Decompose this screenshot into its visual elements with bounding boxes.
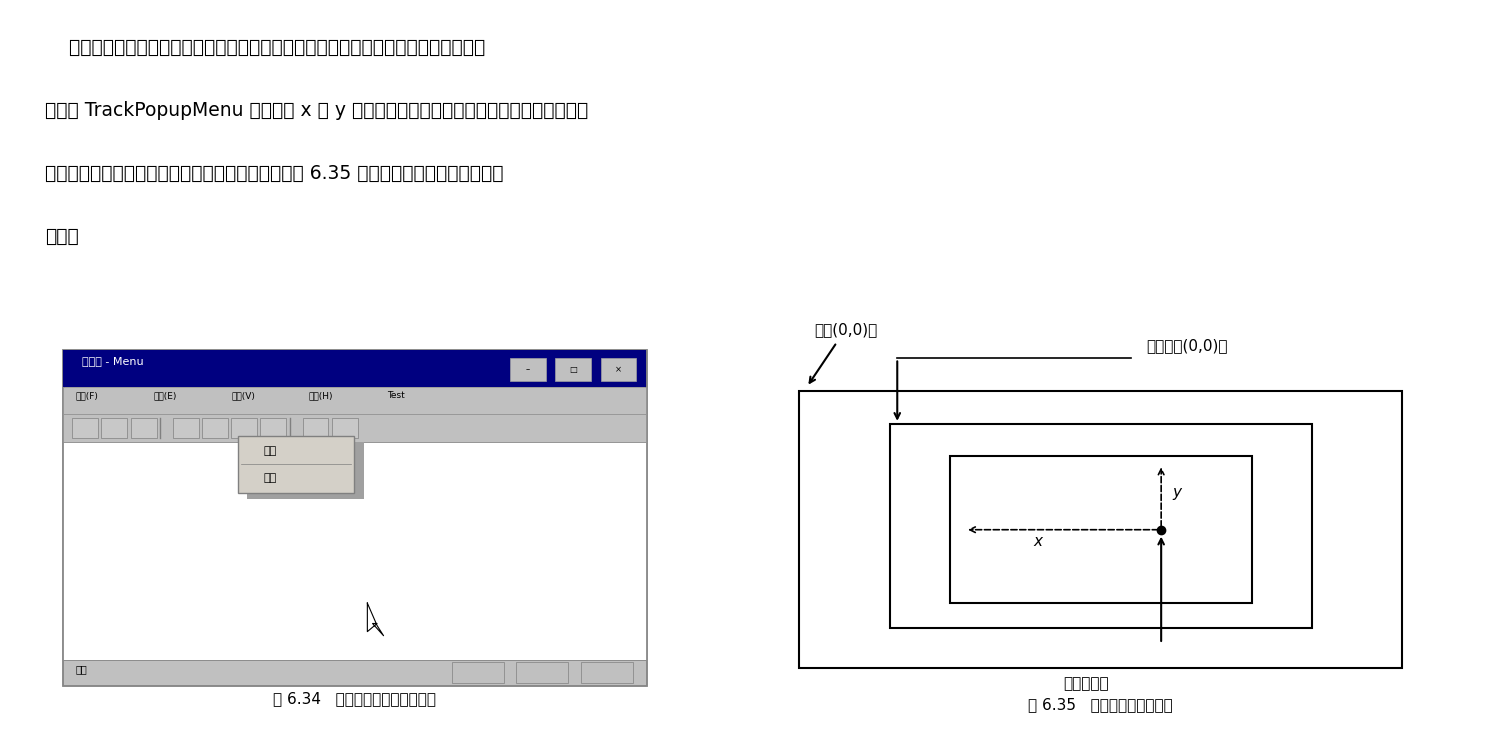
Text: 显示: 显示 [264, 446, 277, 456]
Bar [63, 350, 647, 387]
Bar [173, 418, 199, 438]
Text: ×: × [615, 365, 623, 374]
Bar [63, 414, 647, 442]
Bar [261, 418, 287, 438]
Text: 帮助(H): 帮助(H) [309, 391, 333, 400]
Bar [63, 350, 647, 685]
Text: 图 6.34   自定义的快捷菜单的显示: 图 6.34 自定义的快捷菜单的显示 [273, 691, 436, 706]
Text: 是因为 TrackPopupMenu 函数中的 x 和 y 参数都是屏幕坐标，而鼠标单击点处的坐标是窗: 是因为 TrackPopupMenu 函数中的 x 和 y 参数都是屏幕坐标，而… [45, 101, 588, 120]
Bar [247, 442, 363, 499]
Text: x: x [1033, 534, 1042, 549]
Text: 图 6.35   窗口坐标和屏幕坐标: 图 6.35 窗口坐标和屏幕坐标 [1028, 697, 1173, 712]
Text: –: – [526, 365, 529, 374]
Bar [799, 391, 1402, 668]
Text: 但是，这个快捷菜单显示的位置好像不太对，并不是在鼠标右键单击点处显示的。这: 但是，这个快捷菜单显示的位置好像不太对，并不是在鼠标右键单击点处显示的。这 [45, 38, 486, 57]
Bar [231, 418, 256, 438]
Bar [516, 662, 569, 683]
Bar [452, 662, 504, 683]
Bar [582, 662, 633, 683]
Text: 编辑(E): 编辑(E) [154, 391, 176, 400]
Text: Test: Test [388, 391, 404, 400]
Text: 就绪: 就绪 [75, 664, 87, 674]
Text: 程序窗口(0,0)点: 程序窗口(0,0)点 [1146, 338, 1228, 353]
Bar [332, 418, 357, 438]
Bar [890, 424, 1312, 627]
Bar [63, 660, 647, 685]
Bar [238, 436, 354, 493]
Text: 查看(V): 查看(V) [231, 391, 255, 400]
Bar [600, 359, 636, 381]
Text: 退出: 退出 [264, 473, 277, 482]
Bar [72, 418, 98, 438]
Bar [63, 387, 647, 414]
Text: 无标题 - Menu: 无标题 - Menu [81, 356, 143, 366]
Text: 屏幕(0,0)点: 屏幕(0,0)点 [814, 322, 878, 337]
Bar [510, 359, 546, 381]
Text: 口客户区坐标，即以程序窗口左上角为坐标原点。图 6.35 显示了窗口坐标和屏幕坐标的: 口客户区坐标，即以程序窗口左上角为坐标原点。图 6.35 显示了窗口坐标和屏幕坐… [45, 165, 504, 183]
Text: 鼠标单击点: 鼠标单击点 [1063, 676, 1108, 692]
Bar [101, 418, 127, 438]
Polygon shape [368, 603, 383, 636]
Bar [555, 359, 591, 381]
Text: □: □ [570, 365, 578, 374]
Text: y: y [1172, 485, 1181, 500]
Text: 文件(F): 文件(F) [75, 391, 98, 400]
Bar [202, 418, 228, 438]
Bar [131, 418, 157, 438]
Bar [63, 442, 647, 660]
Text: 关系。: 关系。 [45, 227, 78, 246]
Bar [303, 418, 329, 438]
Bar [950, 456, 1252, 603]
